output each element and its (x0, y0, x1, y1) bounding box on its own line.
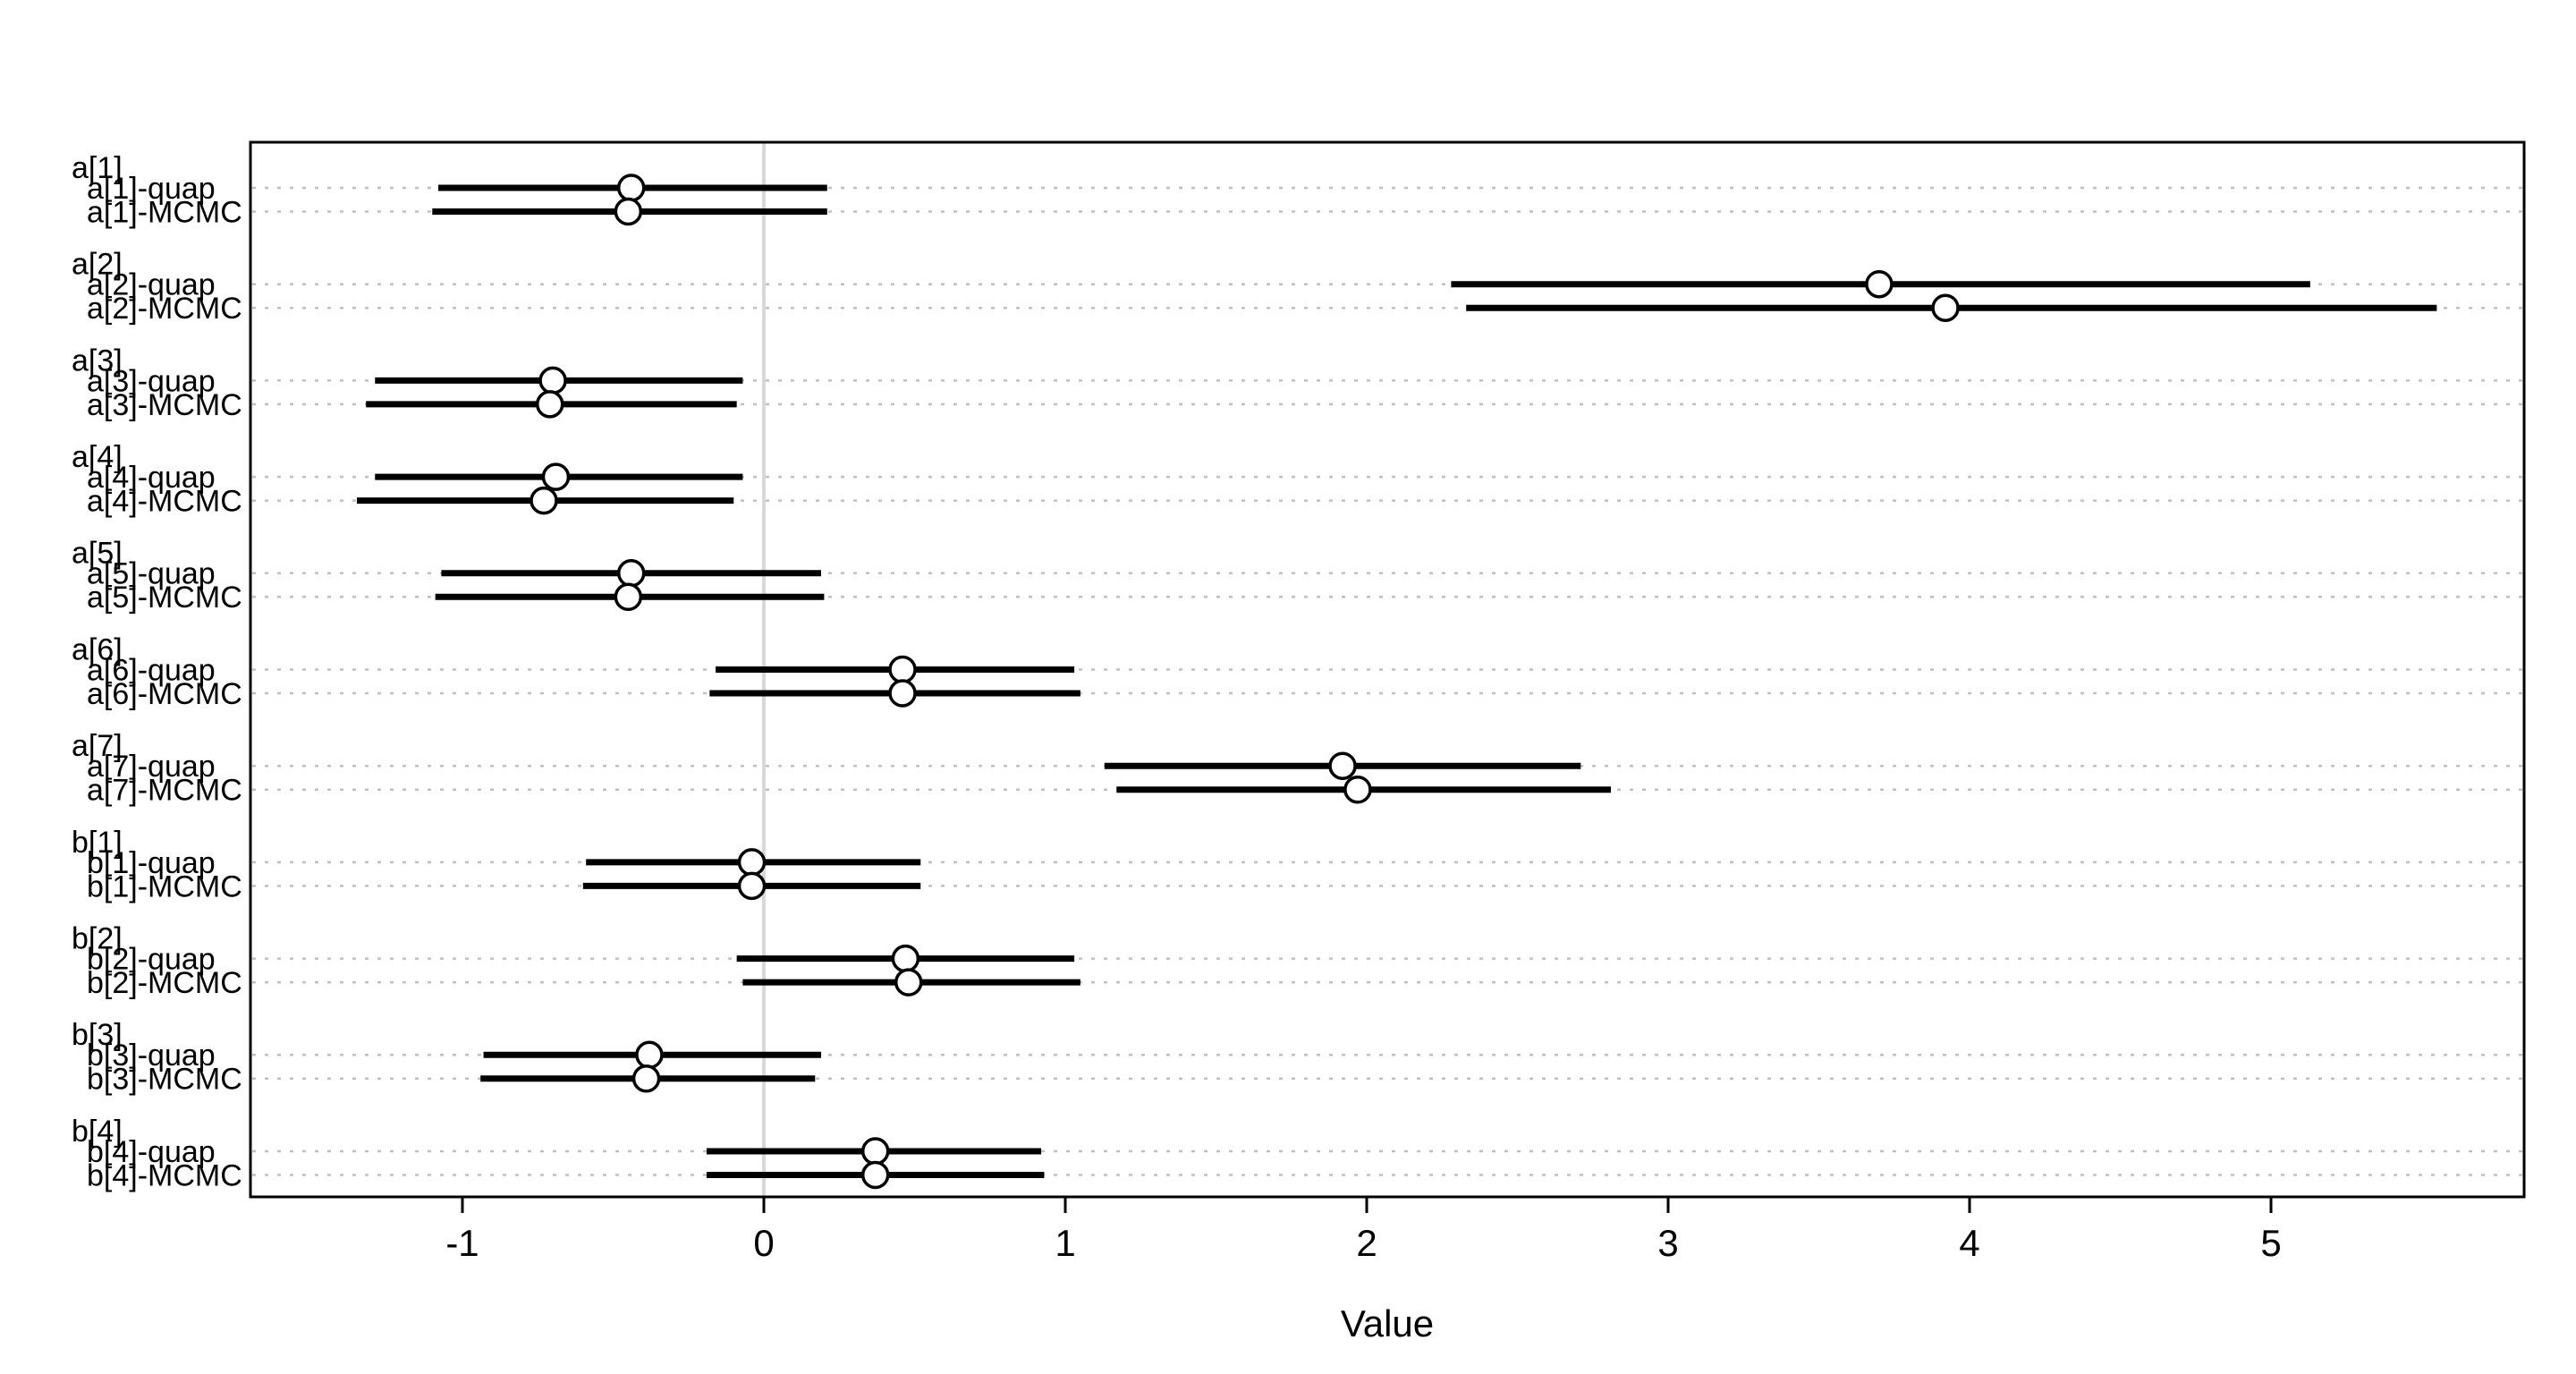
row-label: a[3]-quap (87, 364, 216, 398)
point-estimate-circle (894, 968, 923, 997)
point-estimate-circle (888, 655, 917, 684)
row-label: a[1]-MCMC (87, 195, 242, 229)
row-label: a[5]-quap (87, 557, 216, 591)
row-label: b[4]-quap (87, 1135, 216, 1169)
row-label: a[4]-MCMC (87, 485, 242, 519)
x-tick-label: 4 (1959, 1222, 1979, 1264)
plot-frame (249, 140, 2526, 1199)
x-axis-title: Value (1341, 1302, 1434, 1344)
point-estimate-circle (541, 462, 571, 491)
row-label: a[7]-quap (87, 750, 216, 784)
row-label: a[1]-quap (87, 172, 216, 206)
group-label: b[2] (72, 922, 123, 956)
x-tick-label: -1 (445, 1222, 479, 1264)
row-label: a[2]-MCMC (87, 292, 242, 326)
point-estimate-circle (635, 1040, 664, 1070)
point-estimate-circle (860, 1137, 890, 1166)
row-label: a[6]-MCMC (87, 677, 242, 711)
group-label: a[5] (72, 537, 123, 571)
point-estimate-circle (631, 1064, 661, 1093)
row-label: b[1]-MCMC (87, 869, 242, 903)
point-estimate-circle (616, 559, 646, 588)
point-estimate-circle (614, 582, 643, 612)
group-label: b[1] (72, 826, 123, 860)
x-tick-label: 3 (1657, 1222, 1678, 1264)
row-label: b[1]-quap (87, 846, 216, 880)
row-label: b[2]-MCMC (87, 966, 242, 1000)
group-label: b[4] (72, 1115, 123, 1149)
group-label: a[3] (72, 344, 123, 377)
data-layer (357, 174, 2437, 1190)
row-label: b[4]-MCMC (87, 1158, 242, 1192)
point-estimate-circle (737, 848, 767, 877)
point-estimate-circle (535, 390, 564, 419)
point-estimate-circle (1328, 751, 1357, 780)
row-label: b[3]-quap (87, 1039, 216, 1073)
row-label: a[2]-quap (87, 268, 216, 302)
row-label: a[7]-MCMC (87, 774, 242, 808)
group-label: a[4] (72, 440, 123, 474)
row-label: a[4]-quap (87, 461, 216, 495)
group-label: a[6] (72, 632, 123, 666)
row-label: a[5]-MCMC (87, 581, 242, 615)
row-label: b[3]-MCMC (87, 1063, 242, 1097)
point-estimate-circle (737, 871, 767, 901)
point-estimate-circle (1865, 269, 1894, 299)
point-estimate-circle (891, 944, 920, 973)
row-label: b[2]-quap (87, 943, 216, 977)
point-estimate-circle (1343, 775, 1372, 804)
row-label: a[6]-quap (87, 653, 216, 687)
frame-layer (249, 140, 2526, 1213)
x-tick-label: 2 (1356, 1222, 1377, 1264)
row-label: a[3]-MCMC (87, 388, 242, 422)
point-estimate-circle (614, 197, 643, 226)
point-estimate-circle (1931, 293, 1960, 322)
x-tick-label: 5 (2260, 1222, 2281, 1264)
group-label: a[1] (72, 151, 123, 185)
point-estimate-circle (538, 366, 567, 395)
group-label: b[3] (72, 1018, 123, 1052)
x-tick-label: 0 (753, 1222, 774, 1264)
x-tick-label: 1 (1055, 1222, 1075, 1264)
point-estimate-circle (888, 679, 917, 708)
point-estimate-circle (530, 486, 558, 515)
guides-layer (252, 142, 2522, 1197)
group-label: a[7] (72, 729, 123, 763)
point-estimate-circle (616, 174, 646, 202)
point-estimate-circle (860, 1160, 890, 1190)
group-label: a[2] (72, 248, 123, 282)
